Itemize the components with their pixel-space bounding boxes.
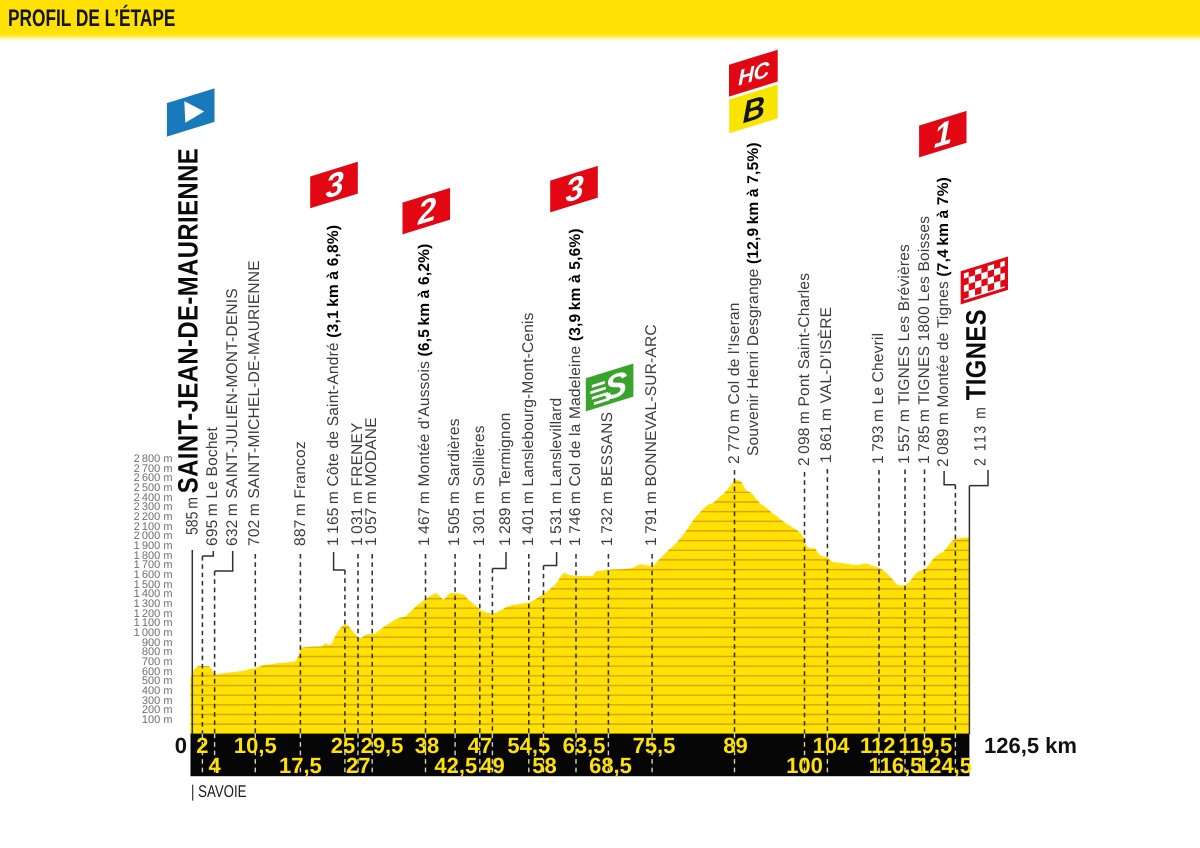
svg-text:3: 3 — [566, 167, 584, 210]
svg-text:2: 2 — [417, 189, 437, 232]
svg-text:1: 1 — [934, 112, 952, 155]
svg-text:B: B — [743, 88, 765, 130]
svg-text:3: 3 — [326, 163, 344, 206]
svg-text:S: S — [604, 364, 627, 409]
